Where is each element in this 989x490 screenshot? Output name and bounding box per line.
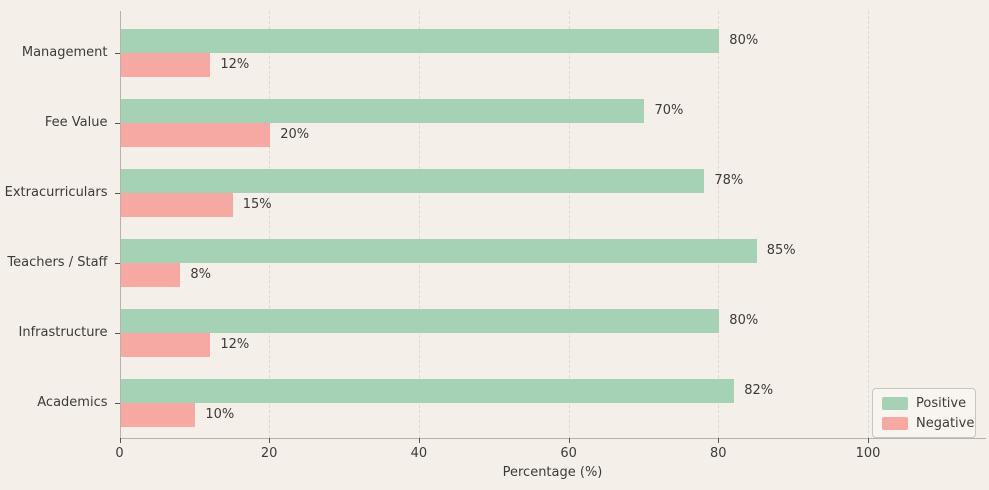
bar-positive-1 bbox=[120, 29, 720, 53]
x-tick-label-40: 40 bbox=[410, 446, 428, 461]
positive-swatch-icon bbox=[882, 396, 908, 410]
y-tick-label-2: Fee Value bbox=[44, 115, 108, 130]
legend: Positive Negative bbox=[872, 388, 976, 438]
legend-item-negative: Negative bbox=[882, 415, 974, 431]
x-tick-mark bbox=[568, 438, 570, 443]
legend-label-negative: Negative bbox=[916, 415, 975, 431]
gridline-x-80 bbox=[718, 11, 720, 438]
y-tick-mark bbox=[114, 263, 120, 264]
y-tick-label-1: Management bbox=[21, 45, 108, 60]
gridline-x-60 bbox=[568, 11, 570, 438]
x-tick-mark bbox=[269, 438, 271, 443]
bar-negative-4 bbox=[120, 263, 181, 287]
bar-positive-5 bbox=[120, 309, 720, 333]
x-tick-label-60: 60 bbox=[560, 446, 577, 461]
bar-value-label: 10% bbox=[205, 407, 235, 422]
bar-negative-2 bbox=[120, 123, 271, 147]
gridline-x-40 bbox=[418, 11, 420, 438]
bar-positive-3 bbox=[120, 169, 705, 193]
y-axis-spine bbox=[119, 11, 121, 438]
x-tick-label-100: 100 bbox=[855, 446, 881, 461]
x-tick-label-0: 0 bbox=[115, 446, 124, 461]
y-tick-label-3: Extracurriculars bbox=[4, 185, 108, 200]
x-tick-label-20: 20 bbox=[260, 446, 278, 461]
bar-value-label: 78% bbox=[714, 173, 744, 188]
y-tick-label-6: Academics bbox=[37, 395, 108, 410]
y-tick-label-5: Infrastructure bbox=[18, 325, 108, 340]
legend-item-positive: Positive bbox=[882, 395, 966, 411]
negative-swatch-icon bbox=[882, 416, 908, 430]
bar-negative-6 bbox=[120, 403, 196, 427]
bar-value-label: 12% bbox=[220, 337, 250, 352]
bar-value-label: 20% bbox=[280, 127, 310, 142]
bar-negative-1 bbox=[120, 53, 211, 77]
gridline-x-20 bbox=[269, 11, 271, 438]
y-tick-mark bbox=[114, 193, 120, 194]
plot-area: 80% 12% 70% 20% 78% 15% 85% 8% 80% 12% 82% 10% bbox=[119, 11, 986, 439]
bar-positive-2 bbox=[120, 99, 645, 123]
y-tick-mark bbox=[114, 123, 120, 124]
x-axis-title: Percentage (%) bbox=[502, 465, 603, 480]
legend-label-positive: Positive bbox=[916, 395, 967, 411]
y-tick-label-4: Teachers / Staff bbox=[7, 255, 108, 270]
bar-value-label: 82% bbox=[744, 383, 774, 398]
bar-value-label: 12% bbox=[220, 57, 250, 72]
y-tick-mark bbox=[114, 333, 120, 334]
bar-value-label: 70% bbox=[654, 103, 684, 118]
x-axis-spine bbox=[119, 438, 986, 439]
y-tick-mark bbox=[114, 53, 120, 54]
bar-value-label: 80% bbox=[729, 33, 759, 48]
bar-positive-6 bbox=[120, 379, 735, 403]
bar-negative-3 bbox=[120, 193, 233, 217]
bar-positive-4 bbox=[120, 239, 757, 263]
bar-value-label: 85% bbox=[766, 243, 796, 258]
y-tick-mark bbox=[114, 403, 120, 404]
x-tick-mark bbox=[718, 438, 720, 443]
bar-value-label: 8% bbox=[190, 267, 211, 282]
x-tick-label-80: 80 bbox=[710, 446, 727, 461]
x-tick-mark bbox=[868, 438, 869, 443]
bar-value-label: 15% bbox=[242, 197, 272, 212]
bar-negative-5 bbox=[120, 333, 211, 357]
x-tick-mark bbox=[418, 438, 420, 443]
x-tick-mark bbox=[119, 438, 121, 443]
gridline-x-100 bbox=[868, 11, 869, 438]
bar-value-label: 80% bbox=[729, 313, 759, 328]
